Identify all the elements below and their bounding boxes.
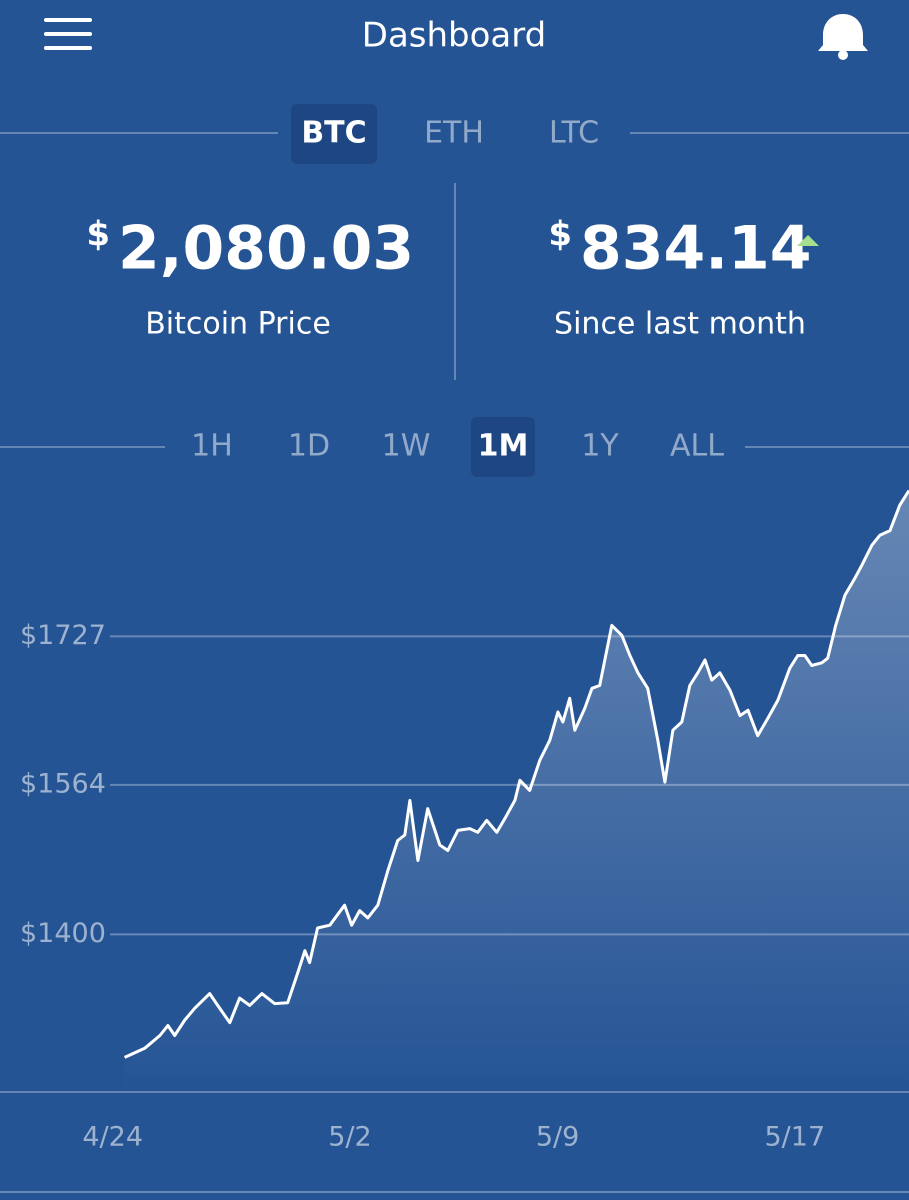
notification-button[interactable] [818, 14, 868, 60]
price-line [123, 489, 909, 1059]
x-tick-label: 4/24 [82, 1122, 143, 1153]
range-tab[interactable]: 1Y [581, 429, 619, 464]
menu-button[interactable] [44, 18, 92, 50]
stat-value: 834.14 [580, 214, 812, 284]
range-tab[interactable]: 1H [191, 429, 233, 464]
range-tab[interactable]: ALL [670, 429, 724, 464]
y-tick-label: $1727 [20, 620, 106, 651]
range-tab[interactable]: 1W [382, 429, 431, 464]
currency-tabs: BTC ETH LTC [0, 104, 909, 164]
currency-tab[interactable]: LTC [549, 116, 599, 151]
stats: $2,080.03 Bitcoin Price $ 834.14 Since last … [86, 214, 811, 342]
range-tabs: 1H 1D 1W 1M 1Y ALL [0, 417, 909, 477]
x-tick-label: 5/9 [536, 1122, 579, 1153]
chart: $1400 $1564 $1727 4/24 5/2 5/9 5/17 [20, 489, 909, 1153]
up-arrow [797, 235, 819, 246]
y-tick-label: $1400 [20, 918, 106, 949]
y-tick-label: $1564 [20, 768, 106, 799]
range-tab[interactable]: 1D [288, 429, 330, 464]
header-title: Dashboard [362, 16, 546, 56]
range-tab[interactable]: 1M [478, 429, 529, 464]
x-tick-label: 5/17 [764, 1122, 825, 1153]
currency-tab[interactable]: ETH [424, 116, 484, 151]
tab-highlight [471, 417, 535, 477]
stat-value: 2,080.03 [118, 214, 414, 284]
area [124, 490, 909, 1092]
stat-label: Bitcoin Price [145, 307, 331, 342]
currency-symbol: $ [548, 215, 572, 255]
currency-tab[interactable]: BTC [301, 116, 366, 151]
stat-label: Since last month [554, 307, 806, 342]
currency-symbol: $ [86, 215, 110, 255]
tab-highlight [291, 104, 377, 164]
x-tick-label: 5/2 [328, 1122, 371, 1153]
